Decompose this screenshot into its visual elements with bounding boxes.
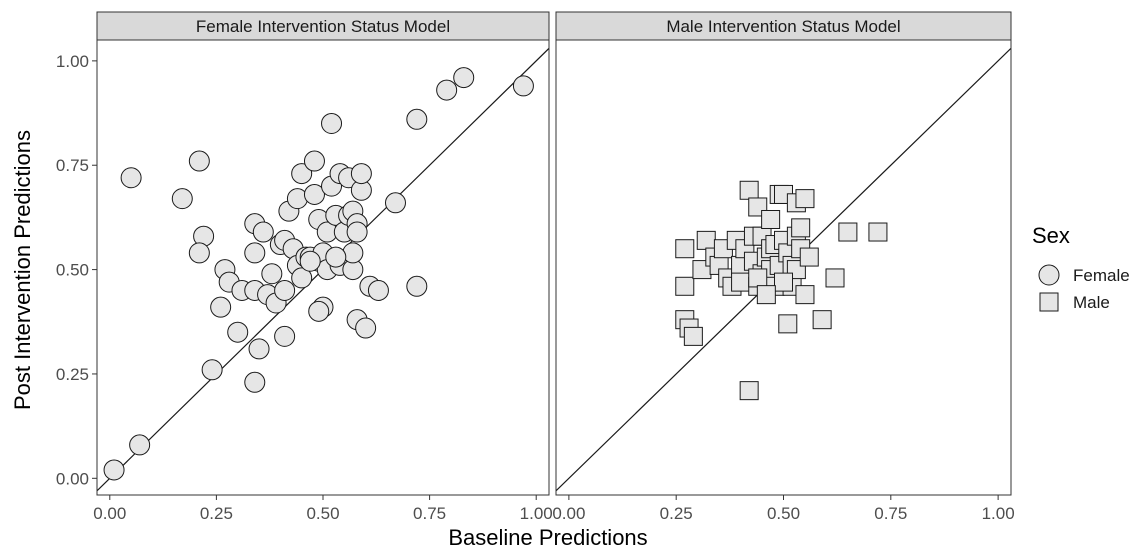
data-point-circle bbox=[103, 459, 125, 481]
data-point-circle bbox=[384, 192, 406, 214]
data-point-square bbox=[812, 310, 832, 330]
data-point-circle bbox=[321, 112, 343, 134]
data-point-circle bbox=[248, 338, 270, 360]
x-tick-label: 0.00 bbox=[552, 504, 585, 523]
x-axis-title: Baseline Predictions bbox=[448, 525, 647, 550]
data-point-square bbox=[756, 285, 776, 305]
data-point-circle bbox=[274, 279, 296, 301]
data-point-circle bbox=[406, 275, 428, 297]
data-point-circle bbox=[227, 321, 249, 343]
y-tick-label: 0.75 bbox=[56, 156, 89, 175]
data-point-circle bbox=[512, 75, 534, 97]
x-tick-label: 0.00 bbox=[93, 504, 126, 523]
data-point-circle bbox=[367, 279, 389, 301]
legend-item-female: Female bbox=[1038, 264, 1130, 286]
x-tick-label: 0.25 bbox=[200, 504, 233, 523]
data-point-circle bbox=[355, 317, 377, 339]
data-point-square bbox=[778, 314, 798, 334]
data-point-circle bbox=[406, 108, 428, 130]
facet-strip bbox=[96, 11, 550, 41]
data-point-circle bbox=[299, 250, 321, 272]
data-point-circle bbox=[350, 163, 372, 185]
data-point-square bbox=[868, 222, 888, 242]
x-tick-label: 0.50 bbox=[767, 504, 800, 523]
x-tick-label: 0.75 bbox=[413, 504, 446, 523]
y-tick-label: 0.25 bbox=[56, 365, 89, 384]
data-point-circle bbox=[188, 150, 210, 172]
panels: Female Intervention Status Model Male Int… bbox=[92, 11, 1012, 500]
data-point-circle bbox=[436, 79, 458, 101]
data-point-circle bbox=[261, 263, 283, 285]
data-point-circle bbox=[303, 150, 325, 172]
data-point-circle bbox=[244, 371, 266, 393]
data-point-circle bbox=[453, 67, 475, 89]
x-tick-label: 1.00 bbox=[520, 504, 553, 523]
data-point-square bbox=[799, 247, 819, 267]
data-point-square bbox=[761, 209, 781, 229]
data-point-square bbox=[825, 268, 845, 288]
data-point-circle bbox=[346, 221, 368, 243]
data-point-square bbox=[739, 381, 759, 401]
data-point-circle bbox=[244, 242, 266, 264]
x-tick-label: 1.00 bbox=[982, 504, 1015, 523]
data-point-square bbox=[795, 285, 815, 305]
y-tick-label: 0.50 bbox=[56, 261, 89, 280]
data-point-circle bbox=[252, 221, 274, 243]
data-point-circle bbox=[171, 188, 193, 210]
points bbox=[675, 180, 888, 401]
panel-2: Male Intervention Status Model bbox=[555, 11, 1012, 500]
data-point-square bbox=[675, 239, 695, 259]
data-point-circle bbox=[120, 167, 142, 189]
points bbox=[103, 67, 534, 481]
panel-1: Female Intervention Status Model bbox=[92, 11, 550, 500]
data-point-circle bbox=[291, 163, 313, 185]
data-point-square bbox=[739, 180, 759, 200]
data-point-square bbox=[696, 230, 716, 250]
facet-strip-title: Male Intervention Status Model bbox=[666, 17, 900, 36]
data-point-square bbox=[683, 326, 703, 346]
data-point-circle bbox=[129, 434, 151, 456]
data-point-circle bbox=[210, 296, 232, 318]
y-tick-label: 0.00 bbox=[56, 469, 89, 488]
data-point-circle bbox=[274, 325, 296, 347]
legend-square-key bbox=[1039, 292, 1059, 312]
data-point-square bbox=[774, 272, 793, 292]
data-point-circle bbox=[291, 267, 313, 289]
legend-entries: Female Male bbox=[1038, 264, 1130, 312]
data-point-circle bbox=[325, 246, 347, 268]
y-tick-label: 1.00 bbox=[56, 52, 89, 71]
legend: Sex Female Male bbox=[1032, 223, 1130, 312]
legend-title: Sex bbox=[1032, 223, 1070, 248]
data-point-circle bbox=[188, 242, 210, 264]
data-point-square bbox=[748, 268, 768, 288]
data-point-square bbox=[731, 272, 751, 292]
x-tick-label: 0.75 bbox=[874, 504, 907, 523]
data-point-square bbox=[791, 218, 811, 238]
legend-circle-key bbox=[1038, 264, 1060, 286]
legend-label: Male bbox=[1073, 293, 1110, 312]
legend-item-male: Male bbox=[1039, 292, 1110, 312]
axis-text: 0.00 0.25 0.50 0.75 1.000.000.250.500.751.00… bbox=[56, 52, 1015, 523]
data-point-circle bbox=[303, 183, 325, 205]
y-axis-title: Post Intervention Predictions bbox=[10, 130, 35, 410]
data-point-square bbox=[675, 276, 695, 296]
data-point-circle bbox=[201, 359, 223, 381]
data-point-circle bbox=[308, 300, 330, 322]
data-point-square bbox=[838, 222, 858, 242]
data-point-square bbox=[795, 189, 815, 209]
legend-label: Female bbox=[1073, 266, 1130, 285]
x-tick-label: 0.25 bbox=[660, 504, 693, 523]
facet-strip-title: Female Intervention Status Model bbox=[196, 17, 450, 36]
x-tick-label: 0.50 bbox=[306, 504, 339, 523]
